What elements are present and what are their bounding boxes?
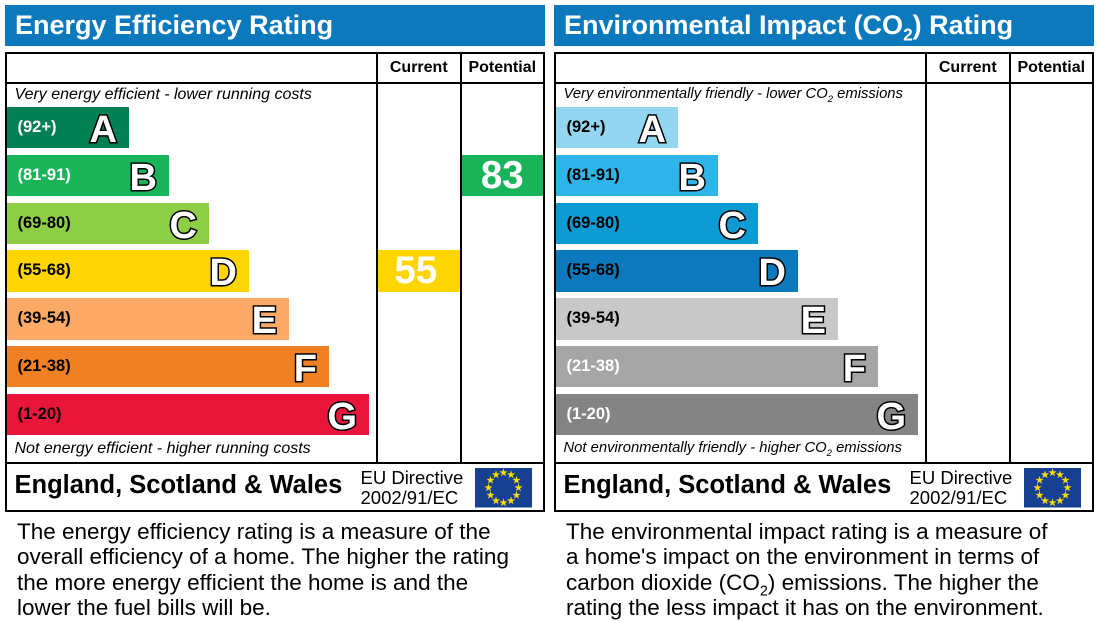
svg-text:B: B — [129, 157, 156, 196]
svg-text:C: C — [718, 205, 745, 244]
svg-text:B: B — [678, 157, 705, 196]
svg-text:D: D — [758, 252, 785, 291]
svg-text:C: C — [169, 205, 196, 244]
svg-text:G: G — [876, 396, 906, 435]
svg-text:F: F — [293, 348, 316, 387]
svg-text:A: A — [638, 109, 665, 148]
svg-text:E: E — [251, 300, 276, 339]
svg-text:E: E — [800, 300, 825, 339]
svg-text:A: A — [89, 109, 116, 148]
svg-text:D: D — [209, 252, 236, 291]
svg-text:F: F — [842, 348, 865, 387]
svg-text:G: G — [327, 396, 357, 435]
